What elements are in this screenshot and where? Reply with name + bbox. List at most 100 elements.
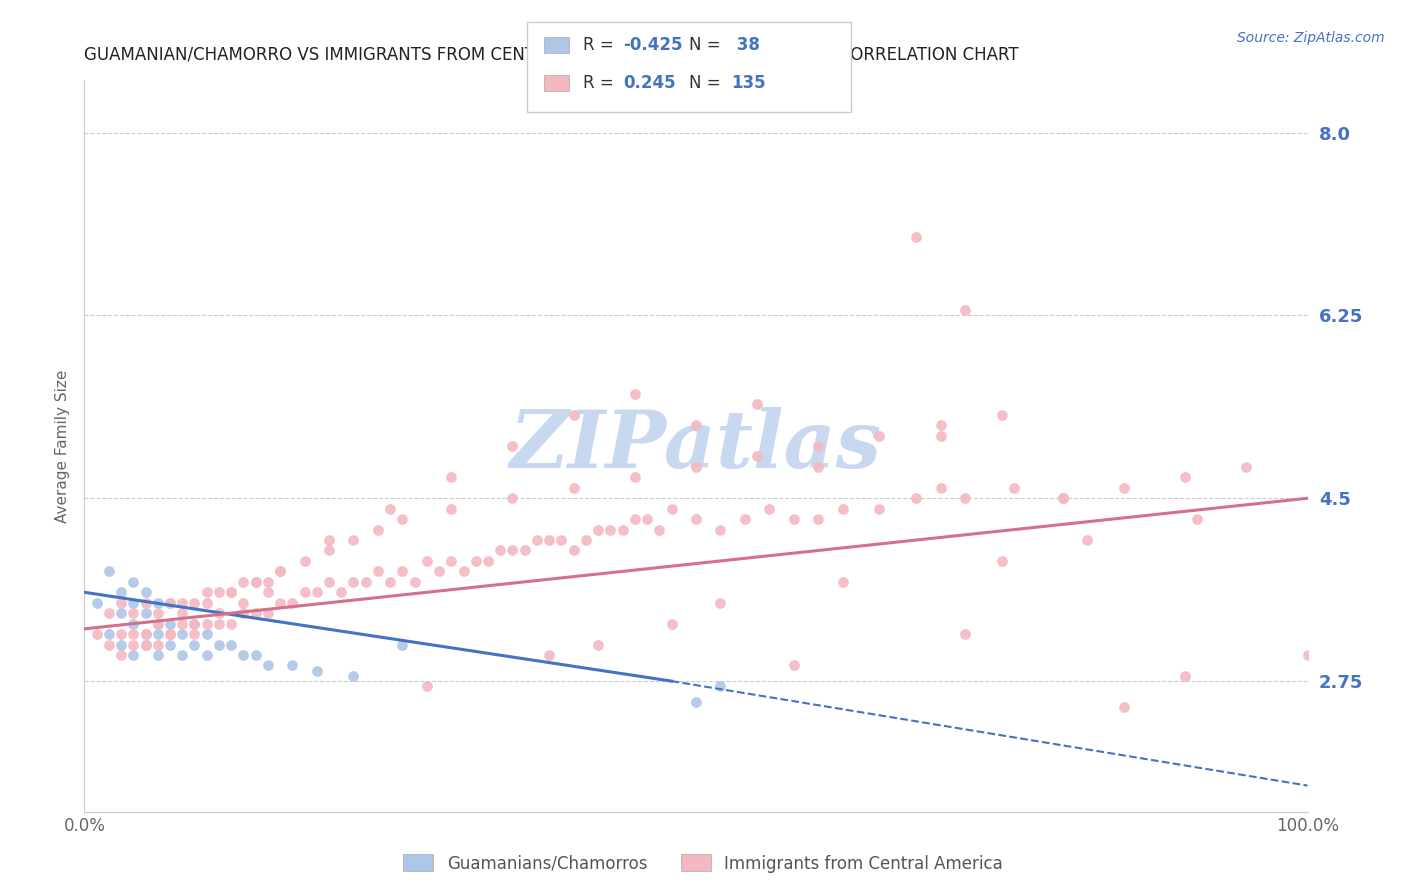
Point	[195, 585, 218, 599]
Point	[905, 491, 928, 506]
Point	[991, 554, 1014, 568]
Point	[86, 627, 108, 641]
Point	[122, 627, 145, 641]
Point	[122, 606, 145, 620]
Point	[502, 491, 524, 506]
Point	[562, 543, 585, 558]
Point	[135, 627, 157, 641]
Point	[391, 512, 413, 526]
Point	[257, 585, 280, 599]
Point	[1174, 470, 1197, 484]
Point	[562, 408, 585, 422]
Point	[1236, 459, 1258, 474]
Point	[195, 627, 218, 641]
Point	[294, 554, 316, 568]
Point	[172, 606, 194, 620]
Point	[991, 408, 1014, 422]
Point	[245, 574, 267, 589]
Point	[624, 386, 647, 401]
Point	[783, 658, 806, 673]
Point	[685, 459, 707, 474]
Point	[183, 616, 205, 631]
Point	[709, 679, 731, 693]
Point	[245, 648, 267, 662]
Point	[135, 627, 157, 641]
Text: 0.245: 0.245	[623, 74, 675, 92]
Point	[380, 574, 402, 589]
Point	[257, 658, 280, 673]
Point	[648, 523, 671, 537]
Point	[783, 512, 806, 526]
Point	[318, 574, 340, 589]
Text: N =: N =	[689, 36, 725, 54]
Point	[135, 638, 157, 652]
Point	[562, 481, 585, 495]
Point	[208, 606, 231, 620]
Point	[86, 596, 108, 610]
Y-axis label: Average Family Size: Average Family Size	[55, 369, 70, 523]
Point	[172, 627, 194, 641]
Point	[172, 648, 194, 662]
Point	[122, 574, 145, 589]
Point	[709, 523, 731, 537]
Point	[159, 596, 181, 610]
Point	[440, 501, 463, 516]
Point	[586, 523, 609, 537]
Point	[281, 596, 304, 610]
Point	[538, 533, 561, 547]
Point	[219, 638, 242, 652]
Point	[172, 616, 194, 631]
Point	[135, 596, 157, 610]
Text: N =: N =	[689, 74, 725, 92]
Point	[146, 616, 169, 631]
Point	[953, 303, 976, 318]
Point	[464, 554, 486, 568]
Point	[257, 606, 280, 620]
Point	[183, 616, 205, 631]
Point	[599, 523, 621, 537]
Point	[342, 669, 364, 683]
Point	[905, 230, 928, 244]
Point	[208, 616, 231, 631]
Point	[208, 585, 231, 599]
Point	[318, 543, 340, 558]
Point	[831, 574, 853, 589]
Point	[245, 606, 267, 620]
Point	[758, 501, 780, 516]
Point	[97, 565, 120, 579]
Point	[831, 501, 853, 516]
Point	[391, 638, 413, 652]
Point	[159, 627, 181, 641]
Point	[232, 606, 254, 620]
Point	[110, 638, 132, 652]
Point	[869, 501, 891, 516]
Point	[404, 574, 426, 589]
Point	[294, 585, 316, 599]
Text: R =: R =	[583, 74, 624, 92]
Point	[661, 616, 683, 631]
Point	[747, 450, 769, 464]
Point	[183, 596, 205, 610]
Point	[929, 428, 952, 442]
Point	[1052, 491, 1074, 506]
Point	[183, 627, 205, 641]
Point	[146, 638, 169, 652]
Point	[257, 574, 280, 589]
Point	[477, 554, 499, 568]
Point	[172, 596, 194, 610]
Point	[807, 459, 830, 474]
Point	[97, 638, 120, 652]
Point	[159, 596, 181, 610]
Text: Source: ZipAtlas.com: Source: ZipAtlas.com	[1237, 31, 1385, 45]
Point	[318, 533, 340, 547]
Point	[929, 418, 952, 433]
Point	[709, 596, 731, 610]
Text: 38: 38	[731, 36, 761, 54]
Point	[929, 481, 952, 495]
Point	[550, 533, 572, 547]
Point	[734, 512, 756, 526]
Point	[159, 638, 181, 652]
Point	[135, 638, 157, 652]
Point	[122, 616, 145, 631]
Point	[513, 543, 536, 558]
